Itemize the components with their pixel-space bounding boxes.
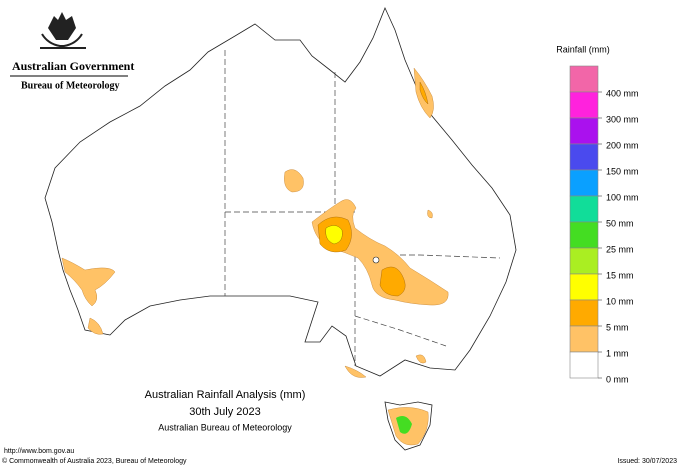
legend-label: 5 mm xyxy=(606,322,629,332)
legend-label: 150 mm xyxy=(606,166,639,176)
legend-swatch xyxy=(569,247,599,275)
legend-label: 200 mm xyxy=(606,140,639,150)
legend-label: 400 mm xyxy=(606,88,639,98)
legend-title: Rainfall (mm) xyxy=(556,44,610,54)
crest-wreath xyxy=(40,33,86,49)
legend-swatch xyxy=(569,91,599,119)
legend-label: 50 mm xyxy=(606,218,634,228)
footer-copyright: © Commonwealth of Australia 2023, Bureau… xyxy=(2,457,187,465)
legend-label: 1 mm xyxy=(606,348,629,358)
legend-swatch xyxy=(569,273,599,301)
legend-swatch xyxy=(569,351,599,379)
rain-1mm xyxy=(284,169,304,193)
legend-swatch xyxy=(569,195,599,223)
legend-swatch xyxy=(569,221,599,249)
legend-swatch xyxy=(569,299,599,327)
rain-10mm xyxy=(325,225,343,245)
legend-swatch xyxy=(569,65,599,93)
agency-name: Bureau of Meteorology xyxy=(21,80,120,91)
legend-label: 10 mm xyxy=(606,296,634,306)
rain-1mm xyxy=(61,257,116,335)
footer-issued: Issued: 30/07/2023 xyxy=(617,458,677,465)
title-line: Australian Rainfall Analysis (mm) xyxy=(145,389,306,401)
title-date: 30th July 2023 xyxy=(189,406,261,418)
legend: Rainfall (mm) 400 mm 300 mm 200 mm 150 mm 10… xyxy=(556,44,638,384)
crest xyxy=(48,12,76,40)
lake xyxy=(372,256,380,264)
legend-swatch xyxy=(569,117,599,145)
logo: Australian Government Bureau of Meteorol… xyxy=(10,12,134,91)
legend-swatch xyxy=(569,169,599,197)
legend-label: 15 mm xyxy=(606,270,634,280)
legend-label: 25 mm xyxy=(606,244,634,254)
legend-swatch xyxy=(569,143,599,171)
legend-label: 100 mm xyxy=(606,192,639,202)
title-agency: Australian Bureau of Meteorology xyxy=(158,422,292,432)
rain-25mm xyxy=(396,416,412,434)
legend-label: 0 mm xyxy=(606,374,629,384)
rain-1mm xyxy=(344,209,433,378)
government-name: Australian Government xyxy=(12,59,134,73)
footer-url: http://www.bom.gov.au xyxy=(4,448,74,455)
legend-label: 300 mm xyxy=(606,114,639,124)
rainfall-area xyxy=(61,67,449,446)
rain-5mm xyxy=(419,81,429,105)
map-title: Australian Rainfall Analysis (mm) 30th J… xyxy=(145,389,306,432)
legend-swatch xyxy=(569,325,599,353)
australia-map xyxy=(44,6,517,451)
